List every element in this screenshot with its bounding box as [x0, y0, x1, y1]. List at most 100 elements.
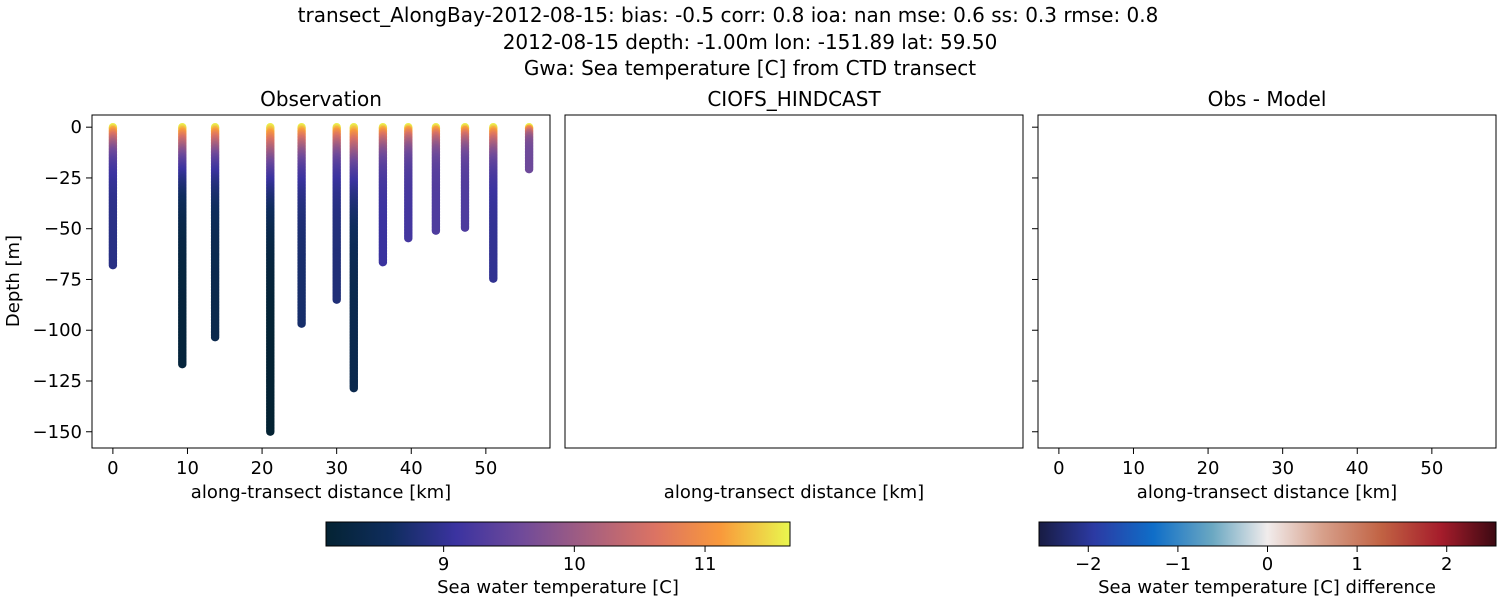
data-point [1325, 255, 1333, 263]
data-point [1243, 141, 1251, 149]
data-point [1296, 351, 1304, 359]
data-point [1212, 432, 1220, 440]
data-point [1350, 131, 1358, 139]
data-point [1055, 227, 1063, 235]
data-point [1212, 185, 1220, 193]
data-point [1243, 153, 1251, 161]
data-point [1435, 180, 1443, 188]
data-point [1124, 140, 1132, 148]
data-point [1325, 239, 1333, 247]
data-point [1124, 188, 1132, 196]
data-point [1124, 173, 1132, 181]
data-point [1243, 129, 1251, 137]
data-point [1055, 194, 1063, 202]
y-tick-label: −75 [44, 269, 82, 290]
data-point [1325, 144, 1333, 152]
data-point [1296, 314, 1304, 322]
data-point [1407, 218, 1415, 226]
data-point [1243, 185, 1251, 193]
data-point [1212, 341, 1220, 349]
data-point [1243, 278, 1251, 286]
data-point [1435, 170, 1443, 178]
data-point [1243, 323, 1251, 331]
data-point [1296, 227, 1304, 235]
data-point [1350, 189, 1358, 197]
data-point [1296, 212, 1304, 220]
data-point [1435, 234, 1443, 242]
data-point [1212, 365, 1220, 373]
data-point [1378, 158, 1386, 166]
data-point [378, 258, 388, 267]
data-point [1325, 180, 1333, 188]
data-point [1325, 189, 1333, 197]
data-point [1243, 126, 1251, 134]
data-point [1124, 153, 1132, 161]
data-point [1350, 209, 1358, 217]
data-point [1325, 201, 1333, 209]
data-point [1378, 144, 1386, 152]
data-point [1157, 200, 1165, 208]
data-point [178, 360, 187, 369]
data-point [1378, 179, 1386, 187]
data-point [1279, 240, 1287, 248]
data-point [1325, 126, 1333, 134]
data-point [1124, 222, 1132, 230]
data-point [1243, 189, 1251, 197]
data-point [1296, 275, 1304, 283]
data-point [1212, 377, 1220, 385]
data-point [1212, 360, 1220, 368]
data-point [1296, 203, 1304, 211]
data-point [404, 234, 413, 243]
data-point [1407, 200, 1415, 208]
data-point [1407, 189, 1415, 197]
data-point [1296, 228, 1304, 236]
data-point [1212, 387, 1220, 395]
data-point [1279, 206, 1287, 214]
data-point [1055, 177, 1063, 185]
data-point [1212, 176, 1220, 184]
data-point [1124, 194, 1132, 202]
data-point [1350, 231, 1358, 239]
data-point [1407, 213, 1415, 221]
data-point [1279, 137, 1287, 145]
title-line-3: Gwa: Sea temperature [C] from CTD transe… [524, 56, 976, 80]
data-point [1279, 243, 1287, 251]
data-point [1279, 215, 1287, 223]
panel-observation: Observation 0 10 20 30 40 50 0−25−50−75−100−1… [3, 87, 551, 503]
data-point [1124, 227, 1132, 235]
colorbar-difference: −2 −1 0 1 2 Sea water temperature [C] differ… [1038, 521, 1497, 598]
data-point [1407, 192, 1415, 200]
colorbar-tick-label: −1 [1165, 554, 1192, 575]
data-point [1378, 155, 1386, 163]
data-point [1325, 227, 1333, 235]
data-point [1325, 194, 1333, 202]
data-point [1212, 180, 1220, 188]
data-point [1243, 266, 1251, 274]
data-point [1157, 201, 1165, 209]
data-point [1157, 177, 1165, 185]
data-point [1055, 183, 1063, 191]
data-point [1378, 210, 1386, 218]
data-point [1212, 293, 1220, 301]
data-point [1296, 167, 1304, 175]
data-point [1296, 299, 1304, 307]
data-point [1350, 191, 1358, 199]
data-point [1212, 222, 1220, 230]
data-point [1157, 323, 1165, 331]
profile-marks [1325, 123, 1333, 266]
profile-marks [1212, 123, 1220, 455]
data-point [1212, 306, 1220, 314]
data-point [1471, 125, 1479, 133]
data-point [1407, 185, 1415, 193]
data-point [1055, 243, 1063, 251]
data-point [1212, 440, 1220, 448]
data-point [1350, 188, 1358, 196]
data-point [1212, 300, 1220, 308]
data-point [1296, 186, 1304, 194]
data-point [1350, 233, 1358, 241]
data-point [1296, 180, 1304, 188]
data-point [1471, 137, 1479, 145]
data-point [1350, 182, 1358, 190]
data-point [1435, 236, 1443, 244]
data-point [1243, 275, 1251, 283]
